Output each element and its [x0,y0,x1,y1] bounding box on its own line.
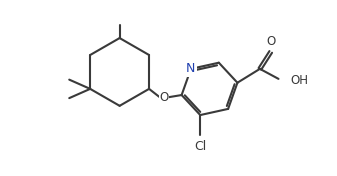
Text: O: O [266,35,275,48]
Text: Cl: Cl [194,140,206,153]
Text: N: N [186,62,195,75]
Text: OH: OH [290,74,308,87]
Text: O: O [159,91,168,104]
